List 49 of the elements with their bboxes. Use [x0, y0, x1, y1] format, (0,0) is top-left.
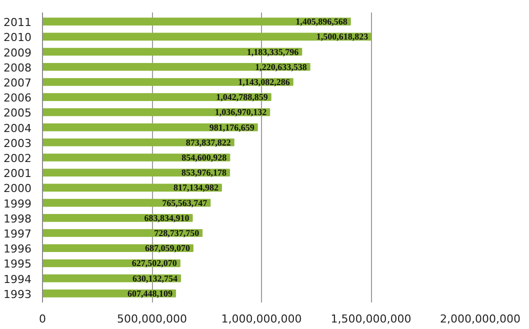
data-label: 683,834,910: [144, 212, 190, 223]
y-tick-label: 1994: [4, 272, 32, 286]
bar: [42, 18, 351, 26]
y-tick-label: 2004: [4, 122, 32, 135]
data-label: 1,183,335,796: [246, 46, 300, 57]
y-tick-label: 2007: [4, 76, 32, 90]
bar: [42, 168, 230, 177]
y-tick-label: 2006: [4, 92, 32, 105]
y-tick-label: 1998: [4, 212, 32, 226]
y-tick-label: 2008: [4, 61, 32, 74]
x-tick-label: 0: [39, 312, 46, 326]
data-label: 1,405,896,568: [296, 16, 348, 27]
x-tick-label: 2,000,000,000: [440, 312, 521, 326]
y-tick-label: 1996: [4, 242, 32, 256]
data-label: 853,976,178: [182, 168, 228, 178]
y-tick-label: 2009: [4, 46, 32, 60]
x-tick-label: 1,000,000,000: [221, 312, 302, 326]
y-tick-label: 2000: [4, 182, 32, 196]
y-tick-label: 2003: [4, 136, 32, 150]
y-tick-label: 2001: [4, 167, 32, 180]
data-label: 981,176,659: [209, 122, 255, 132]
data-label: 765,563,747: [162, 198, 208, 208]
data-label: 1,036,970,132: [214, 107, 268, 118]
data-label: 630,132,754: [132, 273, 178, 284]
y-tick-label: 2005: [4, 106, 32, 120]
data-label: 627,502,070: [132, 258, 178, 268]
y-tick-label: 1999: [4, 197, 32, 210]
data-label: 1,143,082,286: [238, 76, 290, 87]
data-label: 687,059,070: [144, 243, 190, 254]
bar: [42, 138, 234, 146]
data-label: 854,600,928: [182, 152, 228, 162]
data-label: 607,448,109: [128, 288, 174, 298]
y-tick-label: 2011: [4, 16, 32, 30]
y-tick-label: 1993: [4, 288, 32, 301]
bar: [42, 62, 310, 71]
bar: [42, 93, 272, 101]
y-tick-label: 1995: [4, 258, 32, 271]
data-label: 728,737,750: [154, 228, 200, 238]
data-label: 1,220,633,538: [255, 62, 308, 72]
y-tick-label: 2002: [4, 152, 32, 165]
data-label: 1,042,788,859: [216, 92, 268, 102]
x-tick-label: 500,000,000: [117, 312, 187, 326]
y-tick-label: 2010: [4, 31, 32, 44]
bar: [42, 78, 294, 86]
data-label: 873,837,822: [186, 137, 232, 148]
data-label: 817,134,982: [173, 182, 219, 193]
y-tick-label: 1997: [4, 228, 32, 241]
data-label: 1,500,618,823: [316, 32, 369, 42]
x-tick-label: 1,500,000,000: [330, 312, 412, 326]
